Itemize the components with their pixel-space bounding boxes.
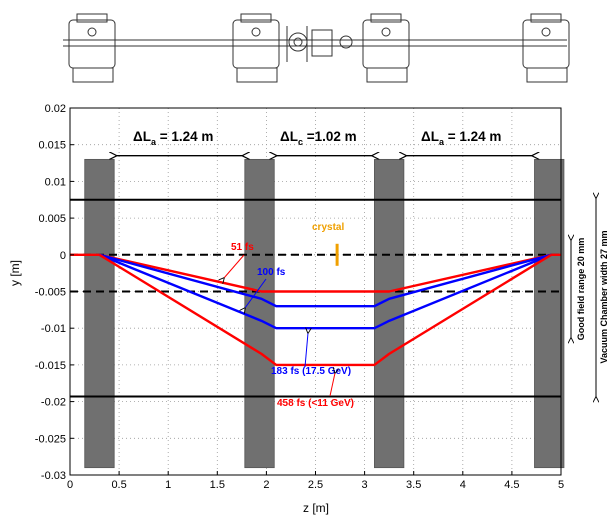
- delta-l-label-2: ΔLc =1.02 m: [280, 129, 357, 147]
- series-line-2: [99, 253, 552, 308]
- y-tick-label-4: 0: [60, 250, 66, 262]
- y-tick-label-1: 0.015: [38, 140, 66, 152]
- y-axis-label: y [m]: [8, 260, 22, 286]
- y-tick-label-6: -0.01: [41, 323, 66, 335]
- y-tick-label-7: -0.015: [35, 360, 66, 372]
- label-100fs: 100 fs: [257, 267, 286, 278]
- magnet-block-1: [84, 158, 115, 469]
- y-tick-label-10: -0.03: [41, 470, 66, 482]
- trajectory-chart: 0 0.5 1 1.5 2 2.5 3 3.5 4 4.5 5 0.02 0.015 0.01 0.005…: [8, 103, 609, 515]
- x-tick-label-8: 4: [460, 479, 466, 491]
- series-lines: [70, 243, 561, 367]
- x-tick-label-7: 3.5: [406, 479, 421, 491]
- magnet-block-2: [244, 158, 275, 469]
- series-line-3: [99, 253, 552, 330]
- label-183fs: 183 fs (17.5 GeV): [271, 366, 351, 377]
- reference-lines: [70, 198, 561, 398]
- x-tick-label-9: 4.5: [504, 479, 519, 491]
- x-tick-label-3: 1.5: [210, 479, 225, 491]
- y-tick-label-2: 0.01: [45, 176, 66, 188]
- x-tick-label-6: 3: [362, 479, 368, 491]
- y-tick-labels: 0.02 0.015 0.01 0.005 0 -0.005 -0.01 -0.015 -0.0…: [35, 103, 74, 482]
- y-tick-label-8: -0.02: [41, 397, 66, 409]
- schematic-magnet-3: [362, 13, 410, 83]
- schematic-chicane-center: [286, 26, 353, 62]
- delta-l-label-1: ΔLa = 1.24 m: [133, 129, 213, 147]
- x-tick-label-2: 1: [165, 479, 171, 491]
- magnet-block-4: [534, 158, 565, 469]
- annotation-arrows: [224, 254, 335, 397]
- schematic-magnet-2: [232, 13, 280, 83]
- delta-l-label-3: ΔLa = 1.24 m: [421, 129, 501, 147]
- label-458fs: 458 fs (<11 GeV): [277, 398, 354, 409]
- y-tick-label-0: 0.02: [45, 103, 66, 115]
- x-tick-label-0: 0: [67, 479, 73, 491]
- schematic-magnet-4: [522, 13, 570, 83]
- label-51fs: 51 fs: [231, 242, 254, 253]
- crystal-label: crystal: [312, 222, 344, 233]
- x-axis-label: z [m]: [303, 501, 329, 515]
- good-field-label: Good field range 20 mm: [576, 238, 586, 341]
- side-brackets: [571, 198, 596, 397]
- y-tick-label-3: 0.005: [38, 213, 66, 225]
- magnet-block-3: [374, 158, 405, 469]
- magnet-blocks: [84, 158, 565, 469]
- x-tick-label-1: 0.5: [111, 479, 126, 491]
- vacuum-chamber-label: Vacuum Chamber width 27 mm: [599, 230, 609, 363]
- beamline-schematic: [55, 2, 580, 90]
- x-tick-labels: 0 0.5 1 1.5 2 2.5 3 3.5 4 4.5 5: [67, 471, 564, 491]
- x-tick-label-4: 2: [263, 479, 269, 491]
- y-tick-label-9: -0.025: [35, 433, 66, 445]
- y-tick-label-5: -0.005: [35, 287, 66, 299]
- schematic-magnet-1: [68, 13, 116, 83]
- x-tick-label-5: 2.5: [308, 479, 323, 491]
- series-line-4: [98, 253, 552, 367]
- x-tick-label-10: 5: [558, 479, 564, 491]
